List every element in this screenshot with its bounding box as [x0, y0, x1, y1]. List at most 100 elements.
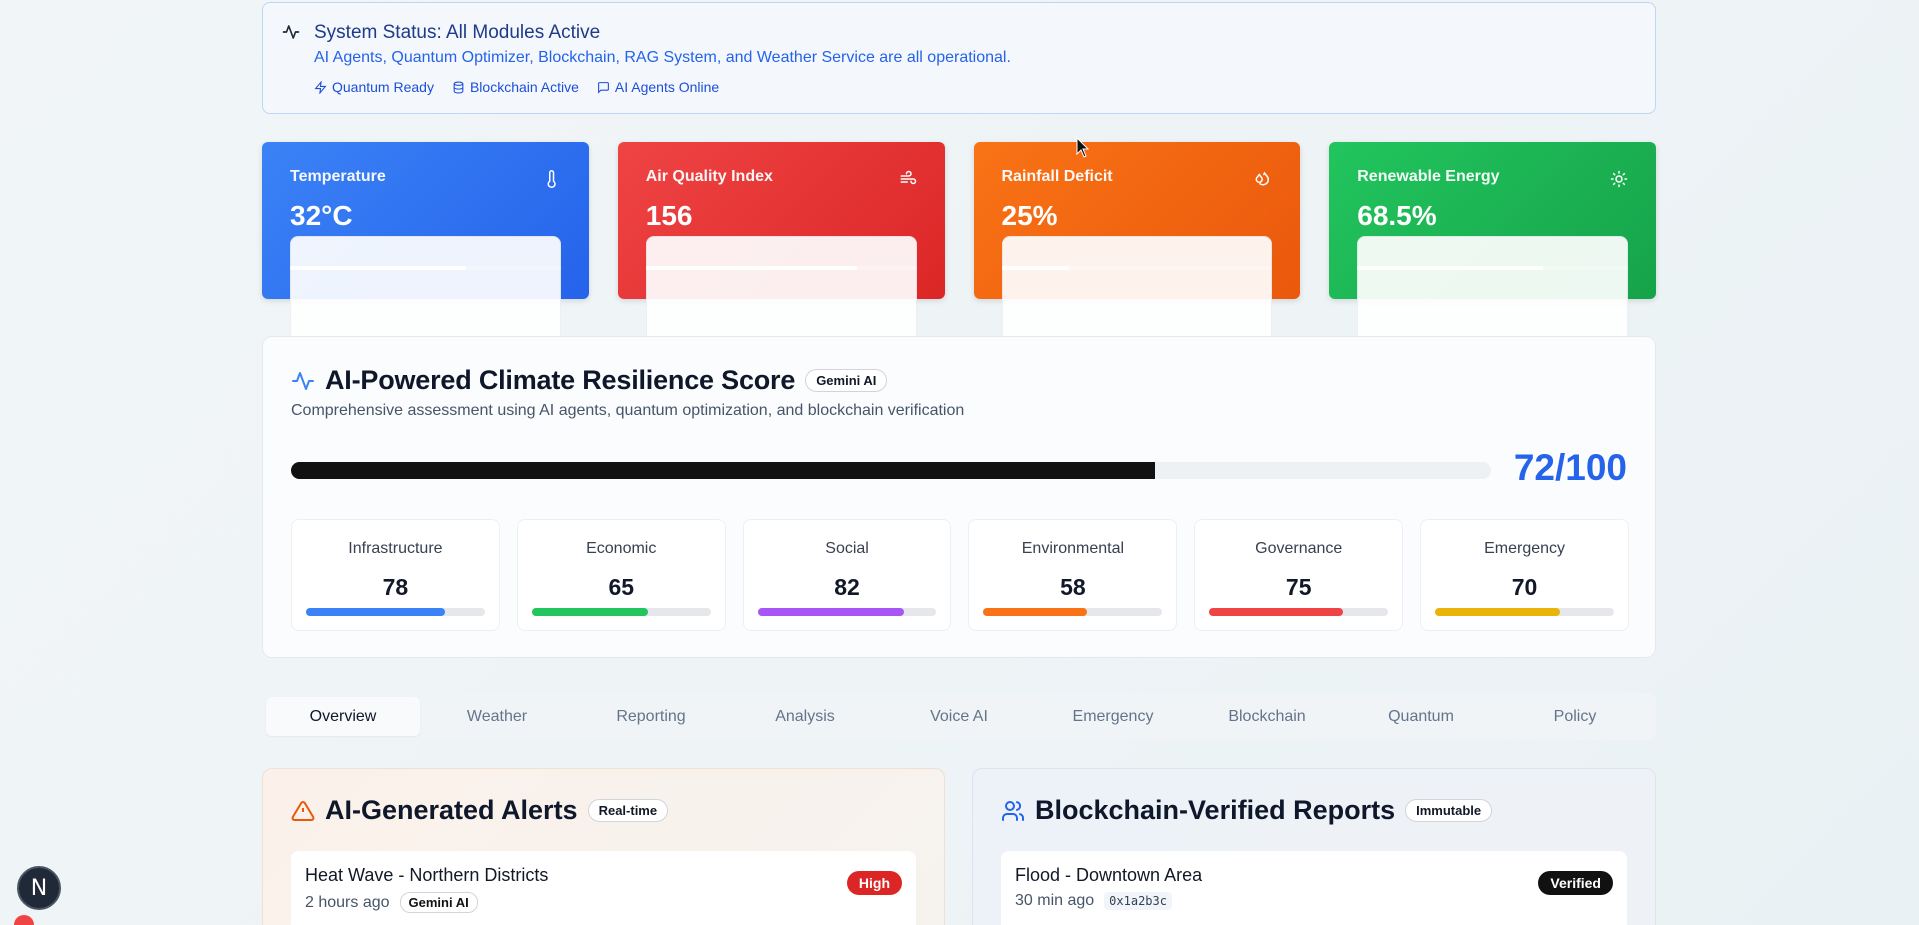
- database-icon: [453, 81, 464, 93]
- category-name: Economic: [586, 540, 657, 557]
- metric-label: Temperature: [290, 168, 386, 185]
- status-chip-label: Quantum Ready: [332, 79, 434, 95]
- metric-subtext: +2°C from yesterday: [290, 236, 561, 348]
- zap-icon: [314, 80, 327, 94]
- alerts-panel: AI-Generated Alerts Real-time Heat Wave …: [262, 768, 945, 925]
- mouse-cursor-icon: [1076, 137, 1090, 158]
- tab-policy[interactable]: Policy: [1553, 707, 1597, 725]
- status-chip-label: AI Agents Online: [614, 79, 720, 95]
- verified-badge: Verified: [1538, 871, 1613, 895]
- tab-weather[interactable]: Weather: [466, 707, 528, 725]
- metric-subtext: Below normal levels: [1001, 236, 1273, 348]
- tab-blockchain[interactable]: Blockchain: [1228, 707, 1306, 725]
- category-social[interactable]: Social 82: [742, 519, 952, 631]
- metric-value: 156: [645, 200, 693, 231]
- category-name: Environmental: [1021, 540, 1125, 557]
- status-chip-agents: AI Agents Online: [597, 79, 719, 95]
- droplets-icon: [1255, 171, 1270, 186]
- realtime-badge: Real-time: [587, 799, 669, 822]
- metric-label: Renewable Energy: [1357, 168, 1500, 185]
- tab-overview[interactable]: Overview: [266, 697, 420, 736]
- resilience-score-panel: AI-Powered Climate Resilience Score Gemi…: [262, 336, 1656, 658]
- category-value: 82: [834, 574, 860, 600]
- category-name: Governance: [1255, 540, 1343, 557]
- category-environmental[interactable]: Environmental 58: [968, 519, 1178, 631]
- metric-card-temperature[interactable]: Temperature 32°C +2°C from yesterday: [262, 142, 589, 348]
- tab-reporting[interactable]: Reporting: [616, 707, 686, 725]
- category-emergency[interactable]: Emergency 70: [1420, 519, 1629, 631]
- status-chip-blockchain: Blockchain Active: [452, 79, 579, 95]
- metric-card-renewable[interactable]: Renewable Energy 68.5% Of total energy m…: [1329, 142, 1656, 348]
- category-name: Infrastructure: [348, 540, 443, 557]
- panel-description: Comprehensive assessment using AI agents…: [291, 402, 965, 419]
- panel-title: AI-Powered Climate Resilience Score: [325, 365, 796, 395]
- metric-value: 32°C: [290, 200, 353, 231]
- status-description: AI Agents, Quantum Optimizer, Blockchain…: [314, 49, 1011, 66]
- category-value: 58: [1060, 574, 1086, 600]
- sun-icon: [1610, 170, 1628, 188]
- overall-score-bar: [291, 462, 1491, 479]
- status-chip-quantum: Quantum Ready: [314, 79, 434, 95]
- alert-source-badge: Gemini AI: [399, 892, 478, 913]
- category-value: 70: [1511, 574, 1538, 600]
- tab-analysis[interactable]: Analysis: [775, 707, 835, 725]
- severity-badge: High: [846, 871, 902, 895]
- overall-score: 72/100: [1513, 447, 1627, 488]
- category-value: 75: [1285, 574, 1312, 600]
- metric-progress-bar: [290, 266, 561, 270]
- report-hash: 0x1a2b3c: [1104, 892, 1172, 910]
- metric-value: 68.5%: [1357, 200, 1437, 231]
- category-governance[interactable]: Governance 75: [1194, 519, 1404, 631]
- status-title: System Status: All Modules Active: [314, 22, 601, 43]
- tab-voice-ai[interactable]: Voice AI: [930, 707, 988, 725]
- category-value: 65: [608, 574, 635, 600]
- metric-label: Air Quality Index: [645, 168, 773, 185]
- category-infrastructure[interactable]: Infrastructure 78: [291, 519, 500, 631]
- alerts-title: AI-Generated Alerts: [325, 795, 578, 825]
- alert-time: 2 hours ago: [305, 893, 390, 911]
- category-name: Social: [825, 540, 869, 557]
- gemini-badge: Gemini AI: [805, 369, 888, 392]
- metric-label: Rainfall Deficit: [1001, 168, 1113, 185]
- category-scores: Infrastructure 78 Economic 65 Social 82 …: [291, 519, 1629, 631]
- metric-value: 25%: [1001, 200, 1058, 231]
- alert-triangle-icon: [291, 800, 315, 821]
- tab-emergency[interactable]: Emergency: [1072, 707, 1154, 725]
- metric-cards: Temperature 32°C +2°C from yesterday Air…: [262, 142, 1656, 348]
- nextjs-dev-badge[interactable]: N: [17, 866, 61, 910]
- metric-progress-bar: [1357, 266, 1628, 270]
- alert-item[interactable]: Heat Wave - Northern Districts 2 hours a…: [291, 851, 916, 925]
- metric-subtext: Moderate - Unhealthy: [645, 236, 917, 348]
- wind-icon: [900, 170, 916, 185]
- category-value: 78: [382, 574, 409, 600]
- issue-indicator-dot[interactable]: [14, 915, 34, 925]
- activity-icon: [282, 25, 300, 39]
- category-bar: [757, 608, 937, 616]
- metric-subtext: Of total energy mix: [1357, 236, 1628, 348]
- category-bar: [1435, 608, 1614, 616]
- alert-title: Heat Wave - Northern Districts: [305, 865, 549, 885]
- report-time: 30 min ago: [1015, 892, 1095, 909]
- tab-bar: Overview Weather Reporting Analysis Voic…: [262, 693, 1656, 740]
- metric-progress-bar: [645, 266, 917, 270]
- reports-title: Blockchain-Verified Reports: [1035, 795, 1396, 825]
- immutable-badge: Immutable: [1405, 799, 1493, 822]
- category-bar: [1209, 608, 1389, 616]
- status-chip-label: Blockchain Active: [469, 79, 579, 95]
- category-name: Emergency: [1484, 540, 1566, 557]
- metric-card-air-quality[interactable]: Air Quality Index 156 Moderate - Unhealt…: [617, 142, 945, 348]
- metric-card-rainfall[interactable]: Rainfall Deficit 25% Below normal levels: [973, 142, 1301, 348]
- tab-quantum[interactable]: Quantum: [1388, 707, 1454, 725]
- report-title: Flood - Downtown Area: [1015, 865, 1203, 885]
- activity-icon: [292, 371, 314, 390]
- report-item[interactable]: Flood - Downtown Area 30 min ago 0x1a2b3…: [1001, 851, 1627, 925]
- category-economic[interactable]: Economic 65: [516, 519, 726, 631]
- system-status-banner: System Status: All Modules Active AI Age…: [262, 2, 1656, 114]
- reports-panel: Blockchain-Verified Reports Immutable Fl…: [972, 768, 1656, 925]
- category-bar: [531, 608, 711, 616]
- category-bar: [983, 608, 1163, 616]
- users-icon: [1002, 800, 1025, 821]
- thermometer-icon: [547, 170, 556, 188]
- metric-progress-bar: [1001, 266, 1273, 270]
- category-bar: [306, 608, 485, 616]
